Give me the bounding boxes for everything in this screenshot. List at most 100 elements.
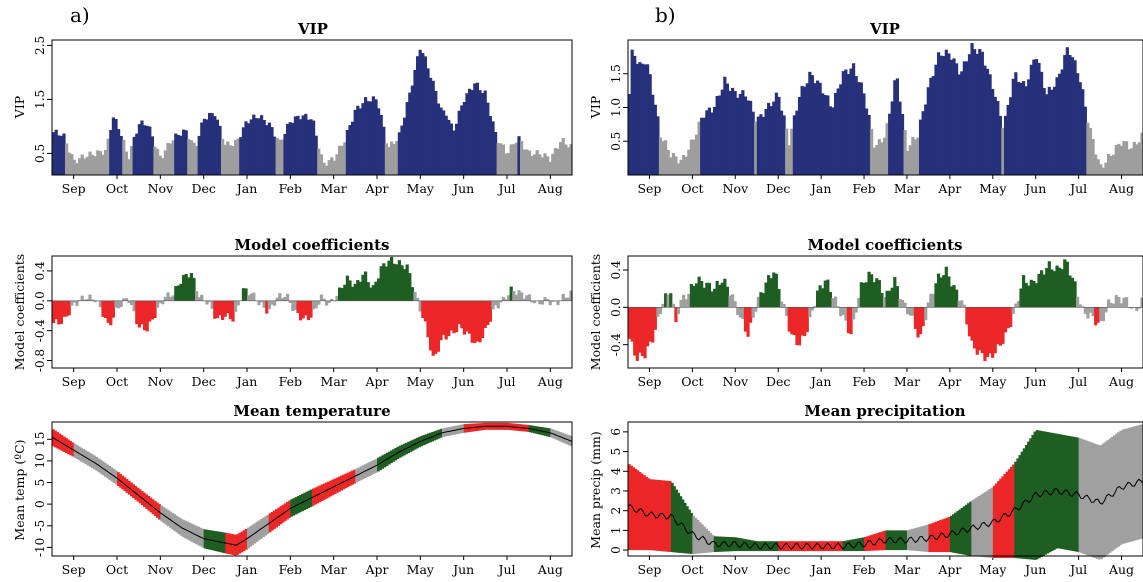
data-bar <box>104 149 108 175</box>
data-bar <box>834 296 838 308</box>
data-bar <box>379 266 383 301</box>
data-bar <box>270 300 274 305</box>
data-bar <box>444 300 448 340</box>
data-band <box>1003 474 1007 558</box>
data-bar <box>158 300 162 304</box>
data-bar <box>782 304 786 308</box>
panel-label-a: a) <box>70 3 90 27</box>
data-bar <box>353 283 357 301</box>
data-bar <box>1130 148 1134 175</box>
data-band <box>1035 430 1039 560</box>
data-bar <box>803 307 807 337</box>
month-label: Apr <box>364 374 388 389</box>
data-band <box>711 535 715 553</box>
data-bar <box>805 307 809 333</box>
data-bar <box>538 300 542 305</box>
data-bar <box>929 293 933 308</box>
data-bar <box>692 139 696 175</box>
data-bar <box>733 301 737 308</box>
data-bar <box>540 157 544 175</box>
data-bar <box>692 285 696 308</box>
data-bar <box>478 90 482 175</box>
data-band <box>750 540 754 552</box>
data-bar <box>564 144 568 175</box>
data-band <box>1117 432 1120 547</box>
data-bar <box>148 126 152 175</box>
data-bar <box>996 101 1000 175</box>
data-bar <box>1076 73 1080 175</box>
data-bar <box>475 82 479 175</box>
data-bar <box>980 307 984 354</box>
plot-frame <box>627 255 1143 369</box>
data-band <box>670 482 674 553</box>
data-bar <box>1040 270 1044 308</box>
month-label: Apr <box>364 181 388 196</box>
data-bar <box>772 101 776 175</box>
data-bar <box>1058 267 1062 308</box>
data-bar <box>1065 261 1069 308</box>
data-band <box>1040 430 1043 557</box>
data-bar <box>970 307 974 341</box>
data-bar <box>676 163 681 175</box>
data-bar <box>301 115 305 175</box>
data-bar <box>410 287 414 301</box>
data-bar <box>996 307 1000 345</box>
data-bar <box>1124 141 1129 175</box>
data-bar <box>293 300 297 310</box>
month-label: Apr <box>364 562 388 577</box>
data-bar <box>150 136 154 175</box>
data-bar <box>525 149 529 175</box>
data-bar <box>991 307 995 358</box>
data-bar <box>236 300 240 306</box>
data-bar <box>556 148 560 175</box>
data-bar <box>1011 78 1015 175</box>
data-bar <box>455 123 459 175</box>
data-bar <box>970 43 974 176</box>
data-bar <box>643 307 647 359</box>
data-bar <box>710 112 714 175</box>
data-bar <box>857 297 861 308</box>
data-bar <box>955 63 959 175</box>
data-band <box>1110 436 1114 552</box>
data-bar <box>231 145 235 175</box>
data-bar <box>949 59 954 175</box>
data-bar <box>761 116 766 175</box>
data-bar <box>132 300 136 312</box>
data-bar <box>633 55 637 175</box>
data-bar <box>176 135 180 175</box>
data-band <box>988 489 992 558</box>
data-bar <box>403 117 407 175</box>
data-bar <box>993 307 997 354</box>
data-bar <box>1140 132 1143 175</box>
data-bar <box>769 106 773 175</box>
data-bar <box>226 300 230 314</box>
data-bar <box>210 300 214 309</box>
month-label: Dec <box>766 374 790 389</box>
data-bar <box>566 147 570 175</box>
data-bar <box>283 297 287 301</box>
data-bar <box>1122 297 1126 308</box>
data-bar <box>260 300 264 303</box>
data-bar <box>569 144 573 175</box>
data-bar <box>306 119 310 175</box>
month-label: Sep <box>62 374 86 389</box>
data-bar <box>769 278 773 308</box>
data-bar <box>1050 269 1054 308</box>
data-band <box>799 541 803 552</box>
data-bar <box>715 281 719 308</box>
data-bar <box>301 300 305 319</box>
data-band <box>917 527 921 552</box>
data-bar <box>57 300 61 325</box>
data-band <box>1033 431 1037 560</box>
data-band <box>731 537 734 552</box>
data-bar <box>522 149 526 175</box>
data-band <box>773 541 777 552</box>
data-bar <box>345 129 349 175</box>
data-bar <box>377 108 381 175</box>
data-bar <box>62 133 66 175</box>
data-bar <box>275 297 279 301</box>
data-bar <box>234 140 238 175</box>
data-bar <box>738 93 742 175</box>
data-bar <box>1101 307 1105 322</box>
data-bar <box>895 286 899 308</box>
